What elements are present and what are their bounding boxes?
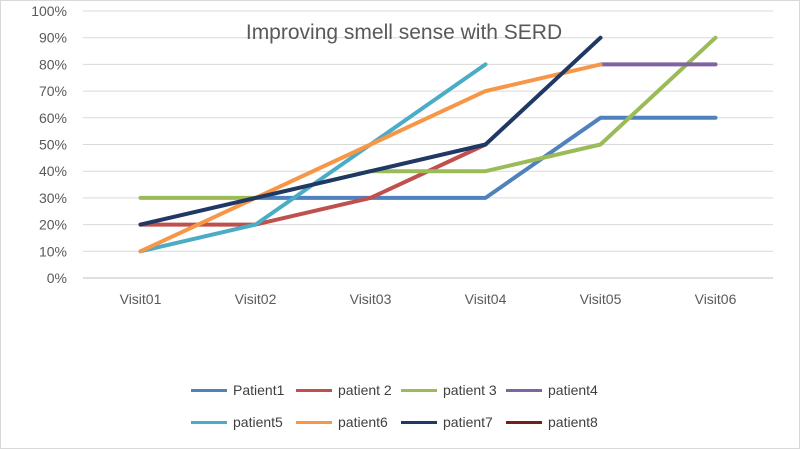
legend-item: patient8 bbox=[506, 411, 611, 433]
x-axis-ticks: Visit01 Visit02 Visit03 Visit04 Visit05 Visit… bbox=[120, 291, 737, 307]
legend-item: patient4 bbox=[506, 379, 611, 401]
x-tick-label: Visit01 bbox=[120, 291, 162, 307]
legend-item: patient7 bbox=[401, 411, 506, 433]
x-tick-label: Visit05 bbox=[580, 291, 622, 307]
legend: Patient1 patient 2 patient 3 patient4 patien… bbox=[191, 379, 631, 433]
legend-label: Patient1 bbox=[233, 382, 285, 398]
y-tick-label: 50% bbox=[39, 137, 67, 153]
legend-label: patient4 bbox=[548, 382, 598, 398]
legend-item: patient6 bbox=[296, 411, 401, 433]
legend-swatch bbox=[506, 388, 542, 392]
legend-swatch bbox=[401, 420, 437, 424]
y-tick-label: 80% bbox=[39, 56, 67, 72]
chart-title: Improving smell sense with SERD bbox=[246, 21, 562, 44]
x-tick-label: Visit06 bbox=[695, 291, 737, 307]
y-tick-label: 0% bbox=[47, 270, 67, 286]
legend-item: patient 3 bbox=[401, 379, 506, 401]
x-tick-label: Visit02 bbox=[235, 291, 277, 307]
legend-label: patient 2 bbox=[338, 382, 392, 398]
legend-swatch bbox=[296, 420, 332, 424]
legend-label: patient5 bbox=[233, 414, 283, 430]
x-tick-label: Visit04 bbox=[465, 291, 507, 307]
legend-item: patient5 bbox=[191, 411, 296, 433]
series-lines bbox=[138, 35, 718, 254]
y-tick-label: 100% bbox=[31, 3, 67, 19]
legend-swatch bbox=[506, 420, 542, 424]
y-tick-label: 90% bbox=[39, 30, 67, 46]
y-axis-ticks: 0% 10% 20% 30% 40% 50% 60% 70% 80% 90% 100% bbox=[31, 3, 67, 286]
legend-swatch bbox=[401, 388, 437, 392]
series-line bbox=[253, 115, 718, 200]
legend-label: patient7 bbox=[443, 414, 493, 430]
y-tick-label: 10% bbox=[39, 243, 67, 259]
series-line bbox=[138, 35, 718, 200]
y-tick-label: 20% bbox=[39, 217, 67, 233]
x-tick-label: Visit03 bbox=[350, 291, 392, 307]
legend-label: patient8 bbox=[548, 414, 598, 430]
series-line bbox=[138, 62, 603, 254]
y-tick-label: 70% bbox=[39, 83, 67, 99]
legend-swatch bbox=[191, 388, 227, 392]
legend-item: patient 2 bbox=[296, 379, 401, 401]
y-tick-label: 40% bbox=[39, 163, 67, 179]
legend-swatch bbox=[191, 420, 227, 424]
legend-label: patient 3 bbox=[443, 382, 497, 398]
legend-item: Patient1 bbox=[191, 379, 296, 401]
series-line bbox=[138, 35, 603, 227]
y-tick-label: 60% bbox=[39, 110, 67, 126]
legend-label: patient6 bbox=[338, 414, 388, 430]
y-tick-label: 30% bbox=[39, 190, 67, 206]
gridlines bbox=[83, 10, 773, 279]
legend-swatch bbox=[296, 388, 332, 392]
